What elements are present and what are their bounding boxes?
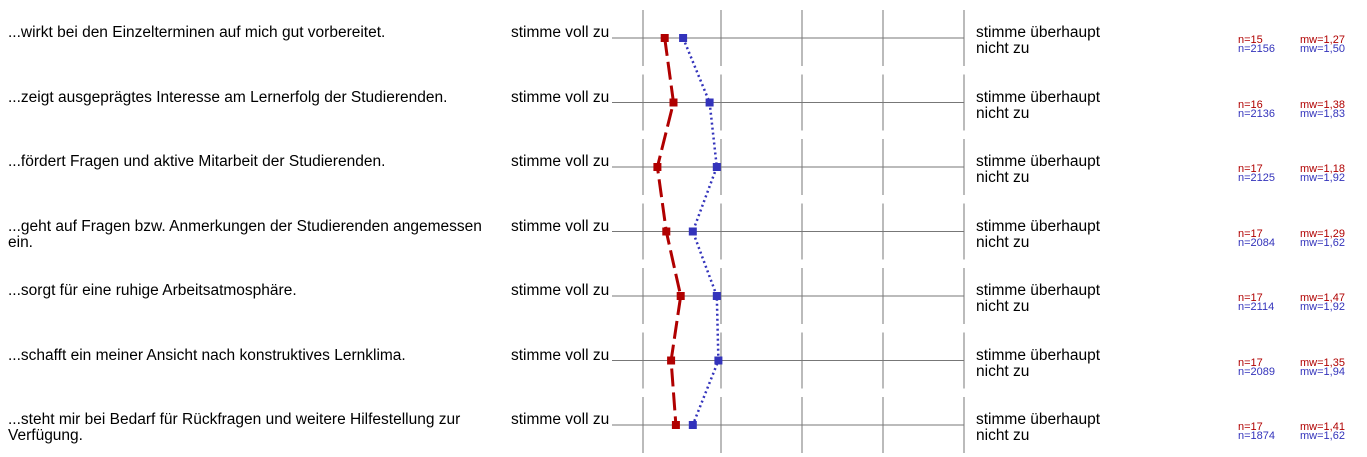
scale-right-label: stimme überhaupt nicht zu xyxy=(976,217,1101,251)
n-course: n=17 xyxy=(1238,163,1263,175)
item-row: ...steht mir bei Bedarf für Rückfragen u… xyxy=(0,392,1367,457)
n-course: n=17 xyxy=(1238,421,1263,433)
n-course: n=17 xyxy=(1238,356,1263,369)
mw-course: mw=1,38 xyxy=(1300,98,1345,111)
question-label: ...fördert Fragen und aktive Mitarbeit d… xyxy=(8,153,386,170)
scale-left-label: stimme voll zu xyxy=(511,282,610,299)
n-course: n=15 xyxy=(1238,34,1263,46)
item-row: ...zeigt ausgeprägtes Interesse am Lerne… xyxy=(0,70,1367,135)
scale-right-label: stimme überhaupt nicht zu xyxy=(976,153,1101,186)
n-reference: n=2114 xyxy=(1238,301,1275,313)
mw-reference: mw=1,83 xyxy=(1300,107,1345,120)
mw-course: mw=1,18 xyxy=(1300,163,1345,175)
mw-reference: mw=1,94 xyxy=(1300,365,1345,378)
scale-right-label: stimme überhaupt nicht zu xyxy=(976,88,1101,122)
n-course: n=17 xyxy=(1238,292,1263,304)
scale-left-label: stimme voll zu xyxy=(511,411,610,428)
question-label: ...sorgt für eine ruhige Arbeitsatmosphä… xyxy=(8,282,297,299)
n-reference: n=2125 xyxy=(1238,172,1276,184)
question-label: ...schafft ein meiner Ansicht nach konst… xyxy=(8,346,406,364)
item-row: ...sorgt für eine ruhige Arbeitsatmosphä… xyxy=(0,263,1367,328)
scale-left-label: stimme voll zu xyxy=(511,24,610,41)
n-reference: n=2084 xyxy=(1238,236,1276,249)
mw-course: mw=1,35 xyxy=(1300,356,1345,369)
question-label: ...steht mir bei Bedarf für Rückfragen u… xyxy=(8,411,461,444)
scale-right-label: stimme überhaupt nicht zu xyxy=(976,411,1101,444)
question-label: ...geht auf Fragen bzw. Anmerkungen der … xyxy=(8,217,482,251)
scale-left-label: stimme voll zu xyxy=(511,153,610,170)
question-label: ...wirkt bei den Einzelterminen auf mich… xyxy=(8,24,386,41)
mw-reference: mw=1,92 xyxy=(1300,301,1345,313)
mw-reference: mw=1,92 xyxy=(1300,172,1345,184)
scale-left-label: stimme voll zu xyxy=(511,346,610,364)
n-reference: n=1874 xyxy=(1238,430,1276,442)
n-reference: n=2136 xyxy=(1238,107,1276,120)
item-row: ...fördert Fragen und aktive Mitarbeit d… xyxy=(0,134,1367,199)
mw-reference: mw=1,50 xyxy=(1300,43,1345,55)
mw-course: mw=1,47 xyxy=(1300,292,1345,304)
item-row: ...schafft ein meiner Ansicht nach konst… xyxy=(0,328,1367,393)
n-course: n=16 xyxy=(1238,98,1263,111)
n-reference: n=2089 xyxy=(1238,365,1276,378)
scale-left-label: stimme voll zu xyxy=(511,88,610,106)
scale-right-label: stimme überhaupt nicht zu xyxy=(976,346,1101,380)
n-reference: n=2156 xyxy=(1238,43,1276,55)
item-row: ...wirkt bei den Einzelterminen auf mich… xyxy=(0,5,1367,70)
mw-course: mw=1,41 xyxy=(1300,421,1345,433)
scale-right-label: stimme überhaupt nicht zu xyxy=(976,24,1101,57)
question-label: ...zeigt ausgeprägtes Interesse am Lerne… xyxy=(8,88,448,106)
n-course: n=17 xyxy=(1238,227,1263,240)
scale-left-label: stimme voll zu xyxy=(511,217,610,235)
mw-reference: mw=1,62 xyxy=(1300,430,1345,442)
item-row: ...geht auf Fragen bzw. Anmerkungen der … xyxy=(0,199,1367,264)
scale-right-label: stimme überhaupt nicht zu xyxy=(976,282,1101,315)
mw-course: mw=1,27 xyxy=(1300,34,1345,46)
mw-reference: mw=1,62 xyxy=(1300,236,1345,249)
mw-course: mw=1,29 xyxy=(1300,227,1345,240)
